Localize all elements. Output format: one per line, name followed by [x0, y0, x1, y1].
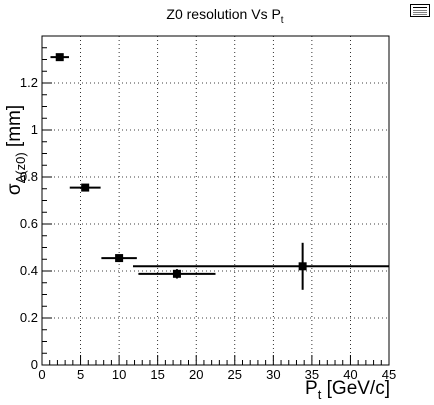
x-tick-label: 20 — [189, 367, 203, 382]
tick-labels: 0 5 10 15 20 25 30 35 40 45 0 0.2 0.4 0.6 0.8 1 1.2 — [20, 75, 396, 382]
chart-title: Z0 resolution Vs Pt — [166, 6, 283, 26]
x-tick-label: 45 — [382, 367, 396, 382]
axis-ticks — [41, 47, 390, 366]
data-point — [69, 183, 101, 192]
stats-box-icon — [410, 4, 430, 17]
data-points — [50, 53, 389, 290]
data-point — [50, 53, 69, 62]
square-marker — [115, 254, 124, 263]
x-tick-label: 0 — [38, 367, 45, 382]
square-marker — [81, 183, 90, 192]
data-point — [101, 254, 137, 263]
y-axis-title: σΔ(z0) [mm] — [4, 105, 28, 195]
y-tick-label: 0.8 — [20, 169, 38, 184]
square-marker — [55, 53, 64, 62]
y-tick-label: 0.2 — [20, 310, 38, 325]
y-tick-label: 0 — [31, 357, 38, 372]
x-tick-label: 35 — [305, 367, 319, 382]
x-tick-label: 40 — [343, 367, 357, 382]
y-tick-label: 1 — [31, 122, 38, 137]
plot-frame — [41, 35, 390, 366]
x-tick-label: 5 — [77, 367, 84, 382]
x-axis-title: Pt [GeV/c] — [305, 378, 390, 402]
square-marker — [298, 262, 307, 271]
y-tick-label: 0.4 — [20, 263, 38, 278]
y-tick-label: 1.2 — [20, 75, 38, 90]
x-tick-label: 25 — [228, 367, 242, 382]
data-point — [138, 269, 216, 279]
y-tick-label: 0.6 — [20, 216, 38, 231]
x-tick-label: 30 — [266, 367, 280, 382]
grid — [42, 36, 389, 365]
x-tick-label: 10 — [112, 367, 126, 382]
data-point — [132, 242, 389, 290]
square-marker — [172, 269, 181, 278]
x-tick-label: 15 — [150, 367, 164, 382]
